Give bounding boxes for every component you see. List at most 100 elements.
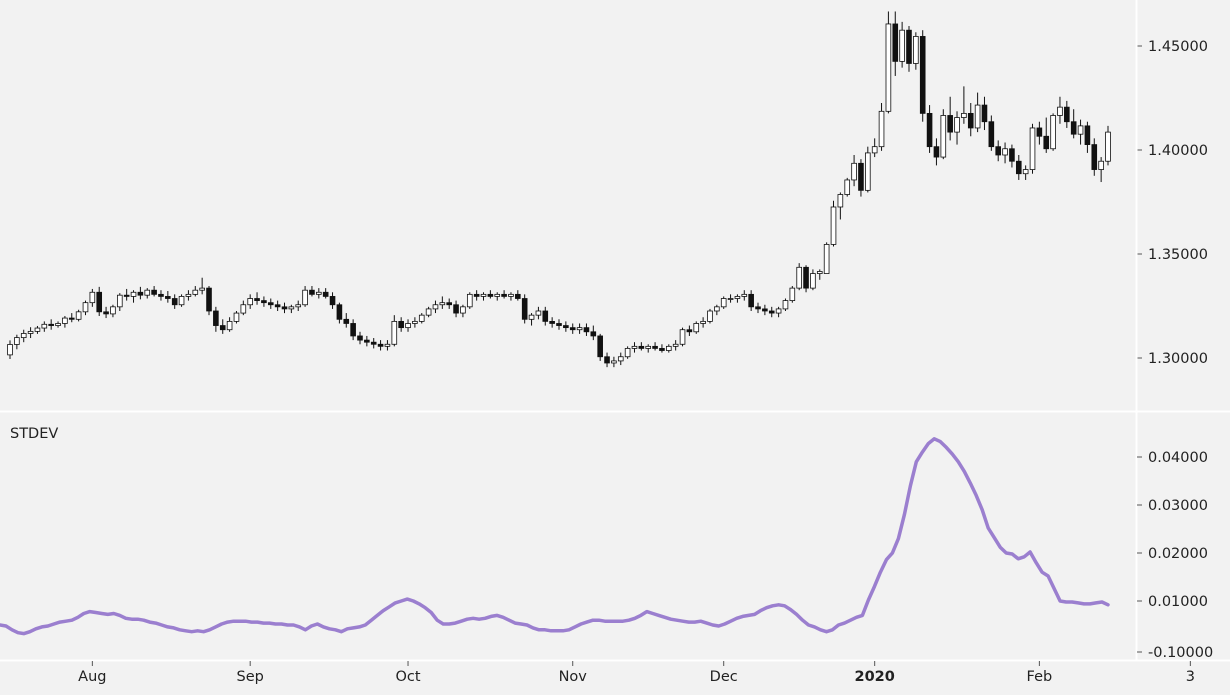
- candle-body-down: [597, 335, 603, 358]
- candle-body-down: [1064, 106, 1070, 123]
- stdev-y-tick-label: -0.10000: [1148, 645, 1213, 661]
- candle: [213, 306, 219, 332]
- candle: [137, 286, 144, 300]
- candle: [508, 292, 514, 301]
- candle-body-up: [954, 117, 960, 133]
- candle-body-down: [123, 294, 130, 297]
- candle: [563, 321, 569, 332]
- candle: [336, 302, 343, 324]
- candle: [412, 317, 418, 328]
- candle: [549, 317, 555, 328]
- candle: [494, 292, 501, 301]
- candle: [954, 111, 960, 145]
- candle-body-up: [679, 329, 686, 345]
- candle-body-up: [226, 320, 233, 331]
- candle: [590, 325, 597, 341]
- candle-body-up: [199, 287, 205, 291]
- candle-body-down: [521, 298, 528, 320]
- candle-body-up: [693, 323, 700, 333]
- candle-body-down: [171, 298, 178, 306]
- candle: [55, 321, 61, 328]
- candle-body-down: [68, 317, 75, 320]
- candle-body-up: [789, 287, 796, 301]
- candle-body-up: [1022, 169, 1029, 175]
- candle-body-down: [309, 289, 315, 295]
- candle-body-down: [638, 345, 645, 349]
- candle-body-up: [185, 293, 192, 297]
- candle: [288, 304, 295, 314]
- x-tick-label: Aug: [78, 669, 106, 685]
- candle-body-up: [316, 291, 322, 295]
- candle: [384, 340, 391, 351]
- candle-body-down: [364, 339, 370, 343]
- candle: [913, 32, 919, 70]
- candle: [130, 290, 137, 303]
- candle: [89, 288, 96, 307]
- candle-body-down: [768, 310, 775, 314]
- candle: [844, 177, 851, 197]
- candle: [556, 319, 562, 330]
- candle-body-up: [288, 306, 295, 310]
- candle-body-down: [748, 293, 754, 308]
- candle: [302, 286, 308, 307]
- price-y-tick-label: 1.30000: [1148, 351, 1208, 367]
- stdev-pane[interactable]: [0, 437, 1110, 636]
- candle-body-up: [631, 345, 638, 349]
- x-tick-label: Nov: [559, 669, 588, 685]
- candle: [123, 288, 130, 301]
- candle: [617, 352, 624, 366]
- candle-body-down: [542, 310, 549, 322]
- candle: [906, 26, 912, 72]
- candle: [329, 292, 336, 309]
- price-pane[interactable]: [7, 11, 1111, 368]
- candle-body-down: [686, 329, 693, 333]
- candle-body-up: [466, 293, 473, 308]
- candle-body-down: [48, 323, 54, 326]
- candle: [734, 294, 741, 303]
- candle: [62, 315, 68, 328]
- candle-body-up: [27, 330, 34, 334]
- candle: [398, 317, 404, 332]
- candle-body-down: [350, 323, 356, 337]
- candle: [528, 313, 535, 326]
- candle-body-up: [665, 345, 672, 351]
- candle: [1022, 165, 1029, 180]
- candle: [871, 138, 878, 158]
- candle-body-down: [336, 304, 343, 320]
- candle: [185, 290, 192, 301]
- candle-body-up: [851, 162, 857, 181]
- candle-body-up: [837, 194, 844, 208]
- candle-body-down: [254, 298, 260, 301]
- candle-body-up: [782, 300, 789, 310]
- time-x-axis: AugSepOctNovDec2020Feb3AprMay: [78, 661, 1195, 685]
- candle-body-down: [762, 308, 768, 312]
- candle-body-down: [206, 287, 212, 312]
- candle: [322, 288, 329, 299]
- candle-body-down: [274, 304, 281, 308]
- stdev-line: [0, 437, 1110, 636]
- candle-body-up: [7, 344, 13, 356]
- candle-body-up: [508, 293, 514, 297]
- candle: [254, 292, 260, 305]
- candle-body-down: [933, 146, 940, 158]
- candle: [473, 290, 480, 301]
- candle: [1091, 138, 1098, 176]
- candle-body-down: [967, 112, 974, 129]
- candle: [1098, 157, 1104, 183]
- candle-body-down: [556, 323, 562, 326]
- candle-body-down: [137, 291, 144, 296]
- candle-body-down: [322, 291, 329, 297]
- candle: [865, 146, 871, 193]
- candle-body-up: [844, 179, 851, 195]
- candle: [535, 306, 542, 320]
- candle: [542, 306, 549, 326]
- candle: [988, 115, 995, 151]
- candle: [357, 331, 363, 345]
- candle-body-down: [473, 293, 480, 297]
- candle: [267, 298, 274, 309]
- candle: [453, 300, 459, 318]
- candle-body-up: [617, 356, 624, 362]
- candle-body-down: [549, 320, 555, 324]
- candle: [583, 323, 590, 336]
- candle: [14, 334, 20, 350]
